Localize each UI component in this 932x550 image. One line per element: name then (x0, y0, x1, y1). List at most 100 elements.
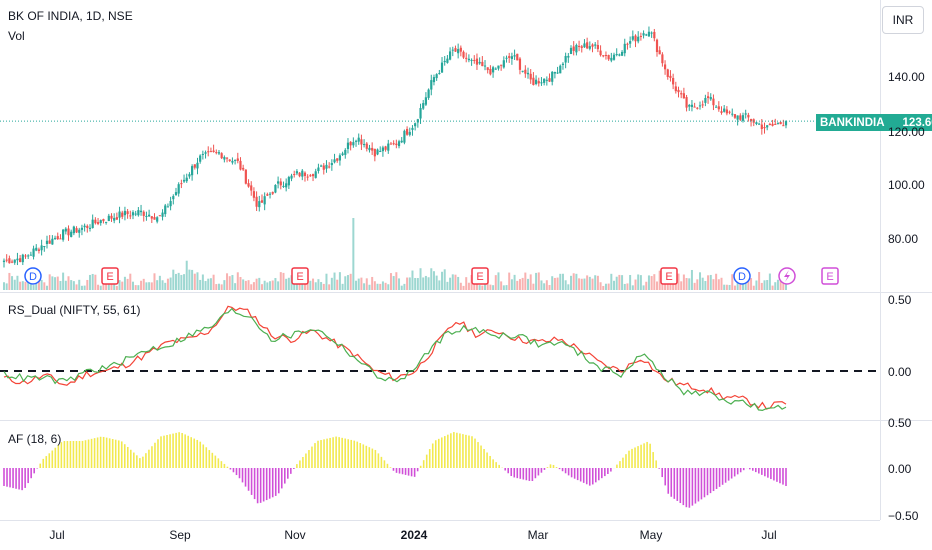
volume-bar (755, 280, 758, 290)
rs-indicator-label[interactable]: RS_Dual (NIFTY, 55, 61) (8, 303, 141, 317)
volume-bar (156, 280, 159, 290)
volume-bar (5, 283, 8, 290)
volume-bar (524, 272, 527, 290)
volume-bar (747, 277, 750, 290)
volume-bar (685, 278, 688, 290)
candle-body (459, 47, 462, 52)
volume-bar (701, 277, 704, 290)
event-marker-label: E (476, 271, 483, 283)
volume-bar (266, 282, 269, 290)
candle-body (255, 196, 258, 207)
candle-body (672, 77, 675, 85)
last-price-value: 123.66 (902, 116, 932, 129)
candle-body (78, 229, 81, 233)
candle-body (13, 259, 16, 263)
volume-bar (607, 283, 610, 290)
volume-bar (148, 282, 151, 290)
volume-bar (575, 273, 578, 290)
volume-bar (441, 271, 444, 290)
candle-body (577, 45, 581, 47)
volume-bar (204, 281, 207, 290)
volume-bar (212, 274, 215, 290)
volume-bar (78, 279, 81, 290)
candle-body (325, 164, 328, 169)
candle-body (690, 104, 694, 107)
volume-bar (24, 281, 27, 290)
candle-body (728, 111, 731, 113)
candle-body (543, 78, 546, 83)
volume-bar (731, 274, 734, 290)
candle-body (680, 93, 683, 95)
candle-body (274, 184, 277, 193)
volume-bar (166, 278, 169, 290)
candle-body (771, 123, 774, 126)
volume-bar (244, 280, 247, 290)
volume-bar (779, 276, 782, 290)
candle-body (228, 159, 231, 161)
candle-body (736, 115, 739, 120)
candle-body (314, 171, 317, 178)
volume-bar (728, 284, 731, 290)
volume-bar (419, 268, 422, 290)
candle-body (107, 215, 110, 221)
candle-body (83, 225, 86, 228)
volume-bar (97, 284, 100, 290)
candle-body (252, 191, 256, 198)
volume-bar (489, 284, 492, 290)
volume-bar (196, 272, 199, 290)
volume-bar (328, 284, 331, 290)
volume-bar (707, 275, 710, 290)
candle-body (532, 77, 535, 85)
volume-bar (650, 276, 653, 290)
candle-body (110, 215, 113, 219)
candle-body (588, 46, 591, 49)
candle-body (271, 192, 274, 194)
currency-button[interactable]: INR (882, 6, 924, 34)
volume-bar (75, 284, 78, 290)
volume-bar (70, 280, 73, 290)
candle-body (392, 143, 395, 145)
candle-body (105, 221, 108, 223)
volume-bar (140, 280, 143, 290)
volume-bar (269, 281, 272, 290)
candle-body (199, 155, 202, 162)
candle-body (569, 47, 573, 54)
volume-bar (580, 278, 583, 290)
candle-body (99, 220, 102, 224)
volume-bar (234, 283, 237, 290)
candle-body (478, 61, 481, 64)
candle-body (115, 217, 118, 220)
volume-bar (690, 269, 693, 290)
volume-bar (236, 272, 239, 290)
volume-bar (392, 276, 395, 290)
candle-body (371, 147, 374, 151)
candle-body (191, 166, 194, 176)
candle-body (349, 141, 352, 146)
volume-bar (3, 282, 5, 290)
volume-bar (142, 278, 145, 290)
volume-bar (86, 279, 89, 290)
volume-bar (164, 282, 167, 290)
candle-body (741, 115, 745, 121)
volume-bar (389, 273, 392, 290)
candle-body (591, 44, 594, 47)
volume-bar (626, 283, 629, 290)
candle-body (559, 65, 562, 74)
volume-bar (785, 281, 787, 290)
candle-body (755, 122, 758, 124)
volume-label: Vol (8, 29, 25, 43)
volume-bar (776, 279, 779, 290)
candle-body (193, 164, 196, 168)
symbol-title: BK OF INDIA, 1D, NSE (8, 9, 133, 23)
candle-body (658, 50, 661, 55)
volume-bar (449, 277, 452, 290)
volume-bar (121, 281, 124, 290)
candle-body (53, 237, 57, 239)
af-indicator-label[interactable]: AF (18, 6) (8, 432, 62, 446)
candle-body (438, 73, 441, 75)
candle-body (548, 78, 551, 82)
volume-bar (548, 285, 551, 290)
volume-bar (553, 277, 556, 290)
price-tick: 140.00 (888, 70, 925, 84)
